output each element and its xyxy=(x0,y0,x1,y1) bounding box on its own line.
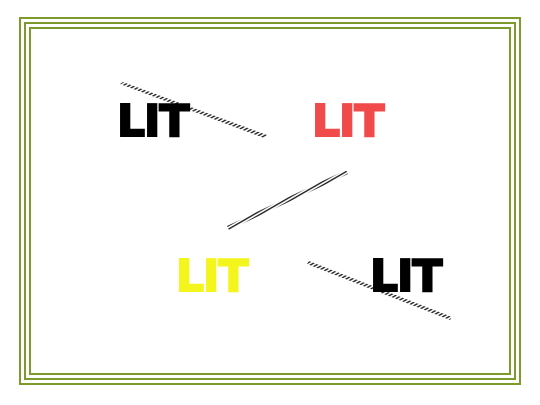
lit-label-black-bottom-right: LIT xyxy=(369,251,443,302)
inner-frame-border xyxy=(29,27,511,375)
lit-label-yellow: LIT xyxy=(175,251,249,302)
lit-label-red: LIT xyxy=(311,96,385,147)
outer-frame-border xyxy=(19,17,521,385)
hatched-line-1 xyxy=(120,82,267,138)
middle-frame-border xyxy=(24,22,516,380)
hatched-line-2 xyxy=(227,170,348,230)
lit-label-black-top-left: LIT xyxy=(116,96,190,147)
hatched-line-3 xyxy=(307,261,452,320)
